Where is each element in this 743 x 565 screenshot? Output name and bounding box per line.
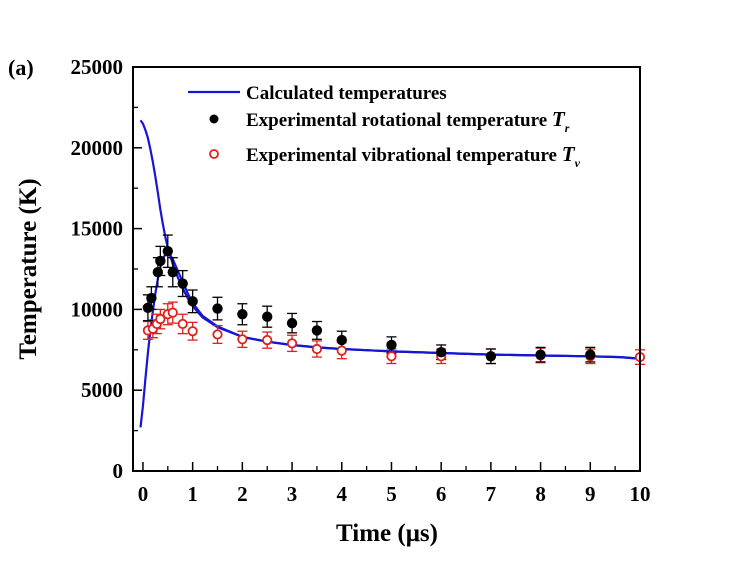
legend-subscript-rotational: r <box>565 121 570 135</box>
data-point-rotational <box>585 349 596 360</box>
panel-label: (a) <box>8 55 34 80</box>
data-point-rotational <box>386 339 397 351</box>
x-tick-label: 1 <box>187 482 198 506</box>
x-tick-label: 10 <box>630 482 651 506</box>
data-point-rotational <box>262 311 273 322</box>
data-point-vibrational <box>336 345 347 356</box>
data-point-vibrational <box>286 338 298 349</box>
data-point-rotational <box>155 255 166 267</box>
data-point-rotational <box>435 347 447 358</box>
x-tick-label: 2 <box>237 482 248 506</box>
legend-label-calculated: Calculated temperatures <box>246 83 447 104</box>
y-tick-label: 25000 <box>71 55 124 79</box>
y-tick-label: 10000 <box>71 297 124 321</box>
data-point-rotational <box>535 349 546 360</box>
data-point-rotational <box>336 334 347 346</box>
x-tick-label: 9 <box>585 482 596 506</box>
data-point-rotational <box>311 325 323 336</box>
data-point-rotational <box>286 317 298 329</box>
data-point-vibrational <box>212 329 223 340</box>
data-point-vibrational <box>155 313 166 325</box>
y-tick-label: 5000 <box>81 378 123 402</box>
legend-marker-vibrational <box>209 149 219 159</box>
y-tick-label: 15000 <box>71 217 124 241</box>
legend: Calculated temperatures Experimental rot… <box>188 83 581 170</box>
y-axis-ticks: 0 5000 10000 15000 20000 25000 <box>71 55 142 483</box>
data-point-vibrational <box>167 307 178 318</box>
data-markers <box>142 246 646 363</box>
legend-marker-rotational <box>209 114 219 124</box>
x-tick-label: 5 <box>386 482 397 506</box>
data-point-rotational <box>167 267 178 278</box>
x-tick-label: 7 <box>486 482 497 506</box>
data-point-vibrational <box>187 326 198 337</box>
x-tick-label: 6 <box>436 482 447 506</box>
x-axis-ticks: 0 1 2 3 4 5 6 7 8 9 10 <box>138 462 651 506</box>
legend-label-vibrational: Experimental vibrational temperature Tv <box>246 142 581 170</box>
data-point-rotational <box>485 351 497 362</box>
y-tick-label: 0 <box>113 459 124 483</box>
x-tick-label: 3 <box>287 482 298 506</box>
data-point-vibrational <box>237 334 248 345</box>
data-point-vibrational <box>262 335 273 346</box>
legend-label-rotational: Experimental rotational temperature Tr <box>246 107 570 135</box>
data-point-rotational <box>177 278 188 289</box>
legend-subscript-vibrational: v <box>575 156 581 170</box>
x-axis-title: Time (μs) <box>336 520 438 547</box>
data-point-vibrational <box>386 351 397 362</box>
x-tick-label: 4 <box>337 482 348 506</box>
y-axis-title: Temperature (K) <box>15 178 42 359</box>
data-point-rotational <box>212 303 223 314</box>
y-tick-label: 20000 <box>71 136 124 160</box>
data-point-vibrational <box>311 343 323 355</box>
data-point-rotational <box>152 267 164 278</box>
x-tick-label: 8 <box>535 482 546 506</box>
legend-symbol-rotational: T <box>552 107 566 131</box>
data-point-rotational <box>237 309 248 320</box>
calculated-curves <box>139 119 641 428</box>
data-point-rotational <box>162 246 173 257</box>
data-point-vibrational <box>177 318 188 330</box>
data-point-rotational <box>187 296 198 307</box>
x-tick-label: 0 <box>138 482 149 506</box>
data-point-rotational <box>146 292 157 304</box>
legend-symbol-vibrational: T <box>562 142 576 166</box>
data-point-rotational <box>142 302 154 313</box>
